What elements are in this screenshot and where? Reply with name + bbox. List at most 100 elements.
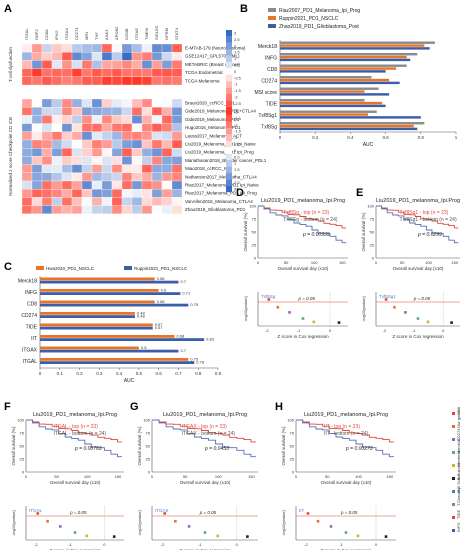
right-legend-label: Merck18: [456, 438, 461, 454]
km-xtick: 50: [54, 474, 59, 479]
cox-xtick: 0: [329, 328, 332, 333]
heatmap-cell: [121, 115, 133, 124]
km-ytick: 75: [290, 431, 295, 436]
heatmap-cell: [21, 98, 33, 108]
heatmap-cell: [111, 76, 123, 86]
panel-g-survival: Liu2019_PD1_melanoma_Ipi.Prog 0 25 50 75 100 0…: [137, 412, 258, 550]
panel-letter-h: H: [275, 401, 283, 413]
heatmap-cell: [121, 197, 133, 206]
panel-b-auc-chart: Riaz2007_PD1_Melanoma_Ipi_Prog Ruppin2021…: [254, 8, 458, 148]
heatmap-cell: [121, 60, 133, 69]
heatmap-cell: [101, 107, 113, 116]
heatmap-cell: [141, 164, 153, 173]
heatmap-cell: [31, 189, 43, 198]
heatmap-cell: [71, 197, 83, 206]
bar-value-label: 0.48: [137, 314, 146, 319]
heatmap-row-label: Riaz2017_Melanoma_PD1 Ipi_Prog: [185, 191, 257, 196]
heatmap-cell: [131, 131, 143, 141]
cox-xtick: -1: [339, 542, 343, 547]
heatmap-cell: [111, 180, 123, 190]
tick-label: 0.3: [96, 371, 103, 376]
heatmap-cell: [171, 68, 183, 77]
km-pvalue: p = 0.0453: [204, 446, 229, 452]
cox-ylabel: -log10(pvalue): [137, 510, 142, 536]
panel-e-survival: Liu2019_PD1_melanoma_Ipi.Prog 0 25 50 75 100 0…: [361, 198, 460, 339]
bar: [40, 326, 153, 330]
km-xtick: 0: [257, 260, 260, 265]
heatmap-cell: [51, 68, 63, 77]
heatmap-scale-label: 3: [234, 186, 237, 191]
tick-label: 0: [39, 371, 42, 376]
category-label: Txf8Sg1: [258, 113, 277, 119]
heatmap-cell: [161, 60, 173, 69]
heatmap-cell: [91, 189, 103, 198]
heatmap-group-label: Normalized z score Checkpoint CD ICB: [8, 117, 13, 196]
heatmap-cell: [171, 60, 183, 69]
heatmap-cell: [91, 148, 103, 157]
heatmap-cell: [61, 197, 73, 206]
bar: [40, 277, 155, 281]
heatmap-cell: [61, 180, 73, 190]
heatmap-cell: [171, 131, 183, 141]
heatmap-row-label: Gide2019_Melanoma_PD1+CTLA4: [185, 109, 256, 114]
cox-xtick: 0: [375, 542, 378, 547]
heatmap-cell: [31, 180, 43, 190]
heatmap-scale-label: -1.5: [234, 129, 242, 134]
heatmap-cell: [31, 76, 43, 86]
bar-value-label: 0.57: [155, 322, 164, 327]
heatmap-cell: [101, 205, 113, 214]
heatmap-cell: [41, 172, 53, 182]
category-label: TIDE: [26, 325, 38, 331]
heatmap-cell: [151, 205, 163, 214]
heatmap-cell: [141, 172, 153, 182]
heatmap-cell: [51, 123, 63, 132]
bar: [40, 338, 205, 341]
heatmap-col-label: ITGAE: [134, 28, 139, 40]
panel-c-auc-chart: Hwa2020_PD1_NSCLC Ruppin2021_PD1_NSCLC Mer…: [18, 266, 222, 384]
cox-point: [344, 531, 348, 534]
tick-label: 0.2: [312, 135, 319, 140]
km-legend-bottom: ITGAX - bottom (n = 24): [182, 431, 236, 437]
right-legend-swatch: [452, 412, 455, 415]
km-pvalue: p = 0.0299: [417, 232, 442, 238]
tick-label: 0.7: [175, 371, 182, 376]
bar: [280, 58, 411, 62]
heatmap-cell: [111, 131, 123, 141]
km-ytick: 0: [148, 470, 151, 475]
km-xtick: 0: [375, 260, 378, 265]
km-ytick: 25: [370, 243, 375, 248]
bar: [280, 122, 425, 125]
heatmap-col-label: STAT4: [174, 27, 179, 40]
bar-value-label: 0.83: [206, 337, 215, 342]
heatmap-cell: [91, 172, 103, 182]
heatmap-cell: [31, 172, 43, 182]
heatmap-cell: [31, 164, 43, 173]
heatmap-cell: [31, 148, 43, 157]
category-label: Merck18: [18, 279, 37, 285]
heatmap-cell: [21, 156, 33, 165]
km-pvalue: p = 0.00939: [302, 232, 330, 238]
legend-swatch: [268, 24, 276, 28]
heatmap-cell: [161, 131, 173, 141]
km-curve-bottom: [258, 205, 347, 244]
cox-pvalue: p = 0.05: [199, 510, 217, 515]
heatmap-cell: [111, 156, 123, 165]
heatmap-col-label: GPRM: [164, 28, 169, 40]
heatmap-cell: [41, 107, 53, 116]
km-curve-top: [296, 419, 394, 443]
heatmap-cell: [41, 115, 53, 124]
category-label: CD8: [267, 67, 277, 73]
km-xtick: 150: [339, 260, 346, 265]
heatmap-scale-label: 0: [234, 148, 237, 153]
legend-swatch: [268, 16, 276, 20]
heatmap-cell: [81, 60, 93, 69]
heatmap-cell: [51, 164, 63, 173]
bar: [40, 289, 159, 292]
km-ytick: 75: [20, 431, 25, 436]
heatmap-scale-swatch: [226, 74, 232, 82]
heatmap-cell: [141, 139, 153, 149]
bar: [40, 315, 135, 318]
heatmap-cell: [171, 156, 183, 165]
heatmap-cell: [101, 156, 113, 165]
heatmap-col-label: TNF: [94, 32, 99, 40]
